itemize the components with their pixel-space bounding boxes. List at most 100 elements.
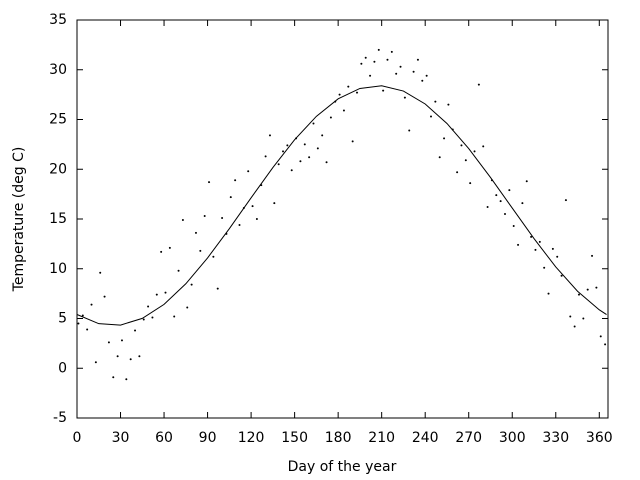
- fit-line: [76, 85, 607, 326]
- data-point: [277, 163, 280, 166]
- data-point: [503, 213, 506, 216]
- data-point: [443, 137, 446, 140]
- data-point: [551, 247, 554, 250]
- data-point: [577, 293, 580, 296]
- y-tick-label: 0: [58, 360, 67, 376]
- data-point: [181, 218, 184, 221]
- x-axis-label: Day of the year: [288, 459, 397, 475]
- y-tick-label: 10: [49, 261, 67, 277]
- data-point: [456, 171, 459, 174]
- data-point: [151, 316, 154, 319]
- data-point: [416, 58, 419, 61]
- data-point: [134, 329, 137, 332]
- data-point: [373, 60, 376, 63]
- data-point: [412, 70, 415, 73]
- data-point: [90, 303, 93, 306]
- data-point: [129, 358, 132, 361]
- data-point: [360, 62, 363, 65]
- data-point: [147, 305, 150, 308]
- data-point: [564, 199, 567, 202]
- data-point: [321, 134, 324, 137]
- data-point: [591, 254, 594, 257]
- y-tick-label: 25: [49, 112, 67, 128]
- data-point: [329, 116, 332, 119]
- data-point: [569, 315, 572, 318]
- data-point: [499, 200, 502, 203]
- data-point: [460, 144, 463, 147]
- data-point: [107, 341, 110, 344]
- data-point: [282, 150, 285, 153]
- data-point: [308, 156, 311, 159]
- data-point: [316, 147, 319, 150]
- data-point: [212, 255, 215, 258]
- data-point: [469, 182, 472, 185]
- data-point: [434, 100, 437, 103]
- data-point: [530, 235, 533, 238]
- data-point: [229, 196, 232, 199]
- data-point: [386, 58, 389, 61]
- data-point: [377, 48, 380, 51]
- data-point: [168, 246, 171, 249]
- data-point: [399, 65, 402, 68]
- data-point: [299, 160, 302, 163]
- x-tick-label: 60: [155, 430, 173, 446]
- data-point: [521, 202, 524, 205]
- data-point: [464, 159, 467, 162]
- data-point: [234, 179, 237, 182]
- x-tick-label: 210: [368, 430, 395, 446]
- data-point: [238, 223, 241, 226]
- data-point: [599, 335, 602, 338]
- data-point: [120, 339, 123, 342]
- data-point: [190, 283, 193, 286]
- data-point: [325, 161, 328, 164]
- data-point: [408, 129, 411, 132]
- data-point: [77, 322, 80, 325]
- data-point: [543, 266, 546, 269]
- data-point: [382, 89, 385, 92]
- data-point: [438, 156, 441, 159]
- data-point: [364, 56, 367, 59]
- data-point: [390, 50, 393, 53]
- data-point: [482, 145, 485, 148]
- data-point: [81, 314, 84, 317]
- data-point: [421, 79, 424, 82]
- data-point: [94, 361, 97, 364]
- y-tick-label: 20: [49, 161, 67, 177]
- data-point: [395, 72, 398, 75]
- x-tick-label: 360: [586, 430, 613, 446]
- y-axis-label: Temperature (deg C): [11, 147, 27, 293]
- data-point: [177, 269, 180, 272]
- data-point: [264, 155, 267, 158]
- data-point: [403, 96, 406, 99]
- data-point: [86, 328, 89, 331]
- data-point: [221, 217, 224, 220]
- data-point: [556, 255, 559, 258]
- data-point: [447, 103, 450, 106]
- x-tick-label: 0: [73, 430, 82, 446]
- y-tick-label: 15: [49, 211, 67, 227]
- data-point: [194, 231, 197, 234]
- data-point: [125, 378, 128, 381]
- data-point: [290, 169, 293, 172]
- data-point: [103, 295, 106, 298]
- data-point: [425, 74, 428, 77]
- data-point: [586, 288, 589, 291]
- data-point: [356, 91, 359, 94]
- x-tick-label: 270: [455, 430, 482, 446]
- data-point: [247, 170, 250, 173]
- data-point: [473, 150, 476, 153]
- data-point: [142, 318, 145, 321]
- x-tick-label: 180: [325, 430, 352, 446]
- data-point: [99, 271, 102, 274]
- data-point: [155, 293, 158, 296]
- data-point: [547, 292, 550, 295]
- data-point: [273, 202, 276, 205]
- data-point: [560, 274, 563, 277]
- data-point: [255, 218, 258, 220]
- data-point: [186, 306, 189, 309]
- data-point: [508, 189, 511, 192]
- x-tick-label: 150: [281, 430, 308, 446]
- data-point: [517, 243, 520, 246]
- data-point: [486, 206, 489, 209]
